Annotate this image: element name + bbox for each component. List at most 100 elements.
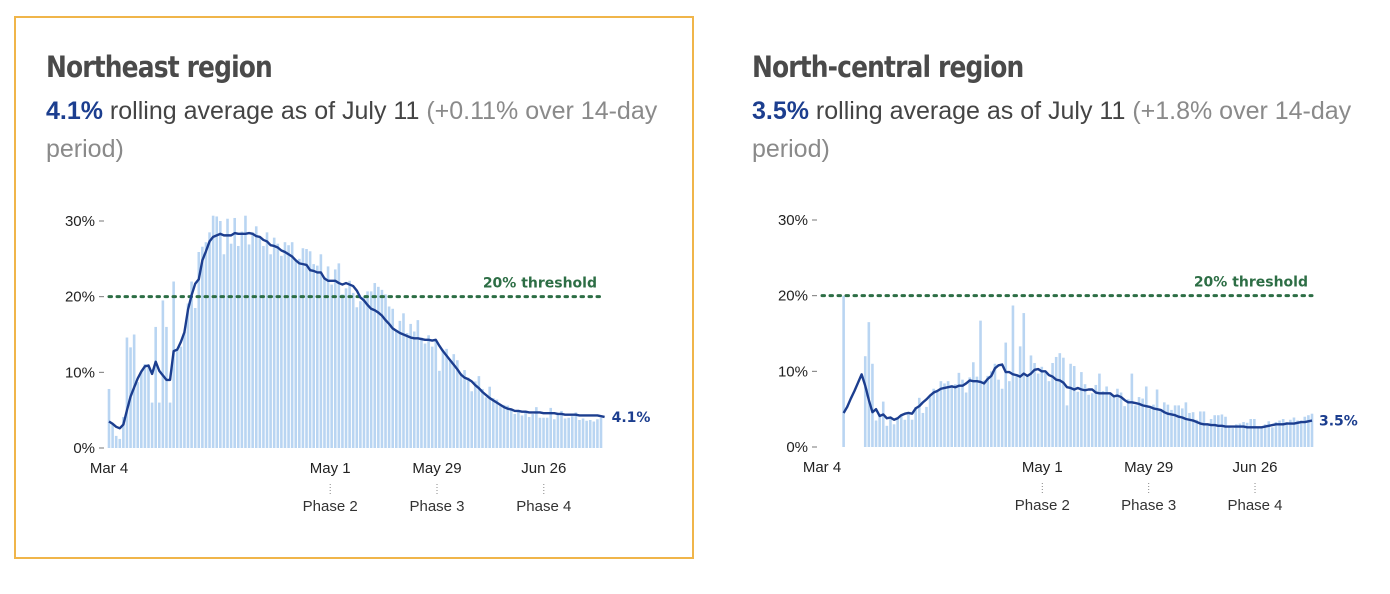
daily-bar — [219, 221, 222, 448]
daily-bar — [531, 413, 535, 448]
daily-bar — [535, 407, 538, 448]
daily-bar — [445, 348, 448, 448]
daily-bar — [863, 356, 867, 447]
daily-bar — [348, 280, 351, 448]
daily-bar — [197, 252, 201, 448]
daily-bar — [201, 246, 204, 448]
daily-bar — [1249, 419, 1253, 447]
daily-bar — [560, 410, 563, 448]
daily-bar — [993, 363, 997, 447]
daily-bar — [175, 349, 179, 448]
daily-bar — [143, 364, 147, 448]
daily-bar — [1076, 391, 1080, 447]
daily-bar — [553, 419, 556, 448]
daily-bar — [885, 425, 889, 447]
daily-bar — [1217, 415, 1220, 447]
daily-bar — [574, 412, 578, 448]
daily-bar — [326, 266, 330, 448]
phase-label: Phase 2 — [1015, 497, 1070, 514]
daily-bar — [477, 376, 481, 448]
northeast-panel[interactable]: Northeast region 4.1% rolling average as… — [14, 16, 694, 559]
daily-bar — [1274, 422, 1278, 447]
daily-bar — [114, 435, 118, 448]
daily-bar — [355, 307, 359, 448]
panel-title: Northeast region — [46, 50, 273, 84]
daily-bar — [1119, 392, 1123, 447]
daily-bar — [1029, 355, 1033, 447]
daily-bar — [118, 438, 122, 448]
daily-bar — [168, 402, 172, 448]
y-tick-label: 20% — [65, 289, 95, 306]
daily-bar — [954, 384, 957, 447]
daily-bar — [463, 370, 466, 448]
x-tick-label: Mar 4 — [803, 459, 841, 476]
daily-bar — [122, 416, 125, 448]
phase-label: Phase 2 — [303, 498, 358, 515]
daily-bar — [1245, 422, 1249, 447]
daily-bar — [409, 323, 412, 448]
daily-bar — [1159, 409, 1162, 447]
daily-bar — [592, 421, 596, 448]
daily-bar — [380, 289, 384, 448]
daily-bar — [1022, 313, 1026, 447]
daily-bar — [599, 417, 603, 448]
daily-bar — [1069, 363, 1072, 447]
daily-bar — [466, 377, 470, 448]
daily-bar — [319, 254, 323, 448]
daily-bar — [899, 414, 903, 447]
daily-bar — [316, 265, 319, 448]
end-value-label: 4.1% — [612, 410, 651, 426]
daily-bar — [1206, 424, 1209, 447]
daily-bar — [186, 303, 190, 448]
daily-bar — [1285, 422, 1289, 447]
daily-bar — [384, 294, 387, 448]
daily-bar — [1267, 421, 1271, 447]
rolling-average-line — [842, 363, 1313, 429]
daily-bar — [1177, 405, 1180, 447]
phase-label: Phase 4 — [516, 498, 571, 515]
daily-bar — [1213, 415, 1217, 447]
change-text: (+1.8% over 14-day period) — [752, 97, 1352, 163]
daily-bar — [351, 292, 355, 448]
daily-bar — [581, 418, 585, 448]
daily-bar — [506, 405, 509, 448]
daily-bar — [1242, 422, 1245, 447]
daily-bar — [961, 379, 964, 447]
daily-bar — [150, 402, 154, 448]
daily-bar — [474, 381, 477, 448]
daily-bar — [1289, 419, 1292, 447]
daily-bar — [107, 388, 111, 448]
change-text: (+0.11% over 14-day period) — [46, 97, 658, 163]
daily-bar — [1144, 386, 1148, 447]
daily-bar — [545, 417, 549, 448]
daily-bar — [914, 406, 917, 447]
daily-bar — [269, 254, 272, 448]
phase-label: Phase 4 — [1227, 497, 1282, 514]
daily-bar — [172, 281, 175, 448]
daily-bar — [1152, 404, 1155, 447]
x-tick-label: May 29 — [412, 460, 461, 477]
daily-bar — [147, 365, 150, 448]
daily-bar — [369, 291, 373, 448]
daily-bar — [208, 232, 211, 448]
daily-bar — [982, 380, 986, 447]
daily-bar — [416, 320, 420, 448]
daily-bar — [495, 399, 499, 448]
daily-bar — [111, 423, 114, 448]
daily-bar — [932, 388, 935, 447]
daily-bar — [874, 420, 878, 447]
daily-bar — [1195, 419, 1198, 447]
daily-bar — [936, 390, 939, 447]
daily-bar — [301, 248, 305, 448]
daily-bar — [538, 417, 542, 448]
daily-bar — [1199, 411, 1202, 447]
daily-bar — [881, 401, 885, 447]
daily-bar — [1209, 419, 1213, 447]
north-central-panel[interactable]: North-central region 3.5% rolling averag… — [735, 16, 1375, 559]
daily-bar — [391, 308, 395, 448]
daily-bar — [1008, 381, 1011, 447]
daily-bar — [1054, 356, 1058, 447]
daily-bar — [596, 419, 599, 448]
daily-bar — [1011, 305, 1015, 447]
daily-bar — [283, 242, 287, 448]
